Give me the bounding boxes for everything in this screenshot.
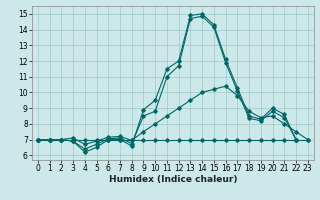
X-axis label: Humidex (Indice chaleur): Humidex (Indice chaleur) [108, 175, 237, 184]
